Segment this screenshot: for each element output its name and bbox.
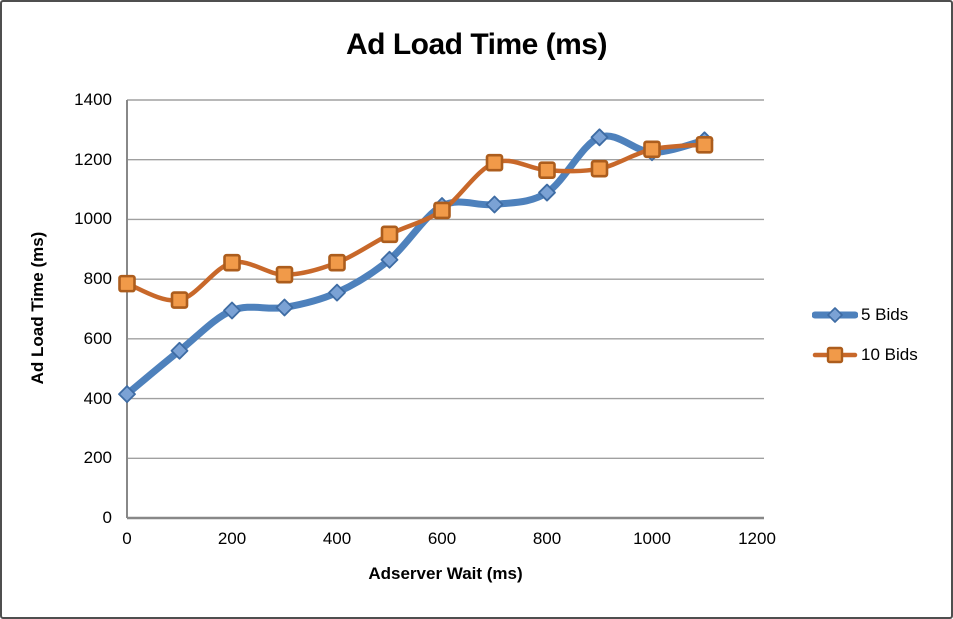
marker-10-bids-x500 [380,225,399,244]
x-tick-label-400: 400 [322,529,352,548]
diamond-marker-icon [827,307,843,323]
series-line-5-bids [123,132,708,398]
legend-item-10-bids: 10 Bids [812,345,918,365]
y-tick-label-1000: 1000 [74,209,112,229]
marker-10-bids-x300 [275,265,294,284]
y-axis-title: Ad Load Time (ms) [28,231,47,385]
marker-10-bids-x100 [170,291,189,309]
marker-5-bids-x100 [170,341,189,360]
x-tick-label-0: 0 [122,529,132,548]
legend: 5 Bids 10 Bids [812,305,918,385]
marker-10-bids-x0 [118,274,136,293]
legend-label: 5 Bids [861,305,909,324]
y-tick-label-600: 600 [83,328,112,348]
marker-10-bids-x1000 [643,140,661,159]
square-marker-icon [826,346,844,364]
marker-10-bids-x800 [538,161,556,179]
marker-5-bids-x200 [223,301,241,320]
legend-label: 10 Bids [861,345,918,364]
x-axis-title: Adserver Wait (ms) [368,564,523,583]
marker-5-bids-x0 [118,385,136,403]
marker-10-bids-x1100 [695,135,714,154]
marker-5-bids-x300 [275,298,294,317]
marker-10-bids-x900 [590,159,609,178]
x-tick-label-800: 800 [532,529,562,548]
x-tick-label-1200: 1200 [738,529,776,548]
x-tick-label-600: 600 [427,529,457,548]
y-tick-label-800: 800 [83,269,112,289]
marker-5-bids-x500 [380,250,399,269]
y-tick-label-0: 0 [102,508,112,527]
marker-5-bids-x900 [590,128,609,147]
legend-swatch-diamond [812,307,858,323]
marker-10-bids-x700 [485,153,504,172]
legend-item-5-bids: 5 Bids [812,305,918,325]
y-tick-label-400: 400 [83,388,112,408]
y-tick-label-1200: 1200 [74,149,112,169]
legend-swatch-square [812,346,858,364]
y-tick-label-1400: 1400 [74,90,112,109]
x-tick-label-200: 200 [217,529,247,548]
x-tick-label-1000: 1000 [633,529,671,548]
marker-5-bids-x800 [538,183,556,202]
y-tick-label-200: 200 [83,448,112,468]
marker-10-bids-x400 [328,253,346,272]
marker-5-bids-x700 [485,195,504,214]
marker-5-bids-x400 [328,283,346,302]
marker-10-bids-x600 [433,201,451,220]
marker-10-bids-x200 [223,253,241,272]
chart-title: Ad Load Time (ms) [346,28,607,61]
series-line-10-bids [124,142,707,303]
